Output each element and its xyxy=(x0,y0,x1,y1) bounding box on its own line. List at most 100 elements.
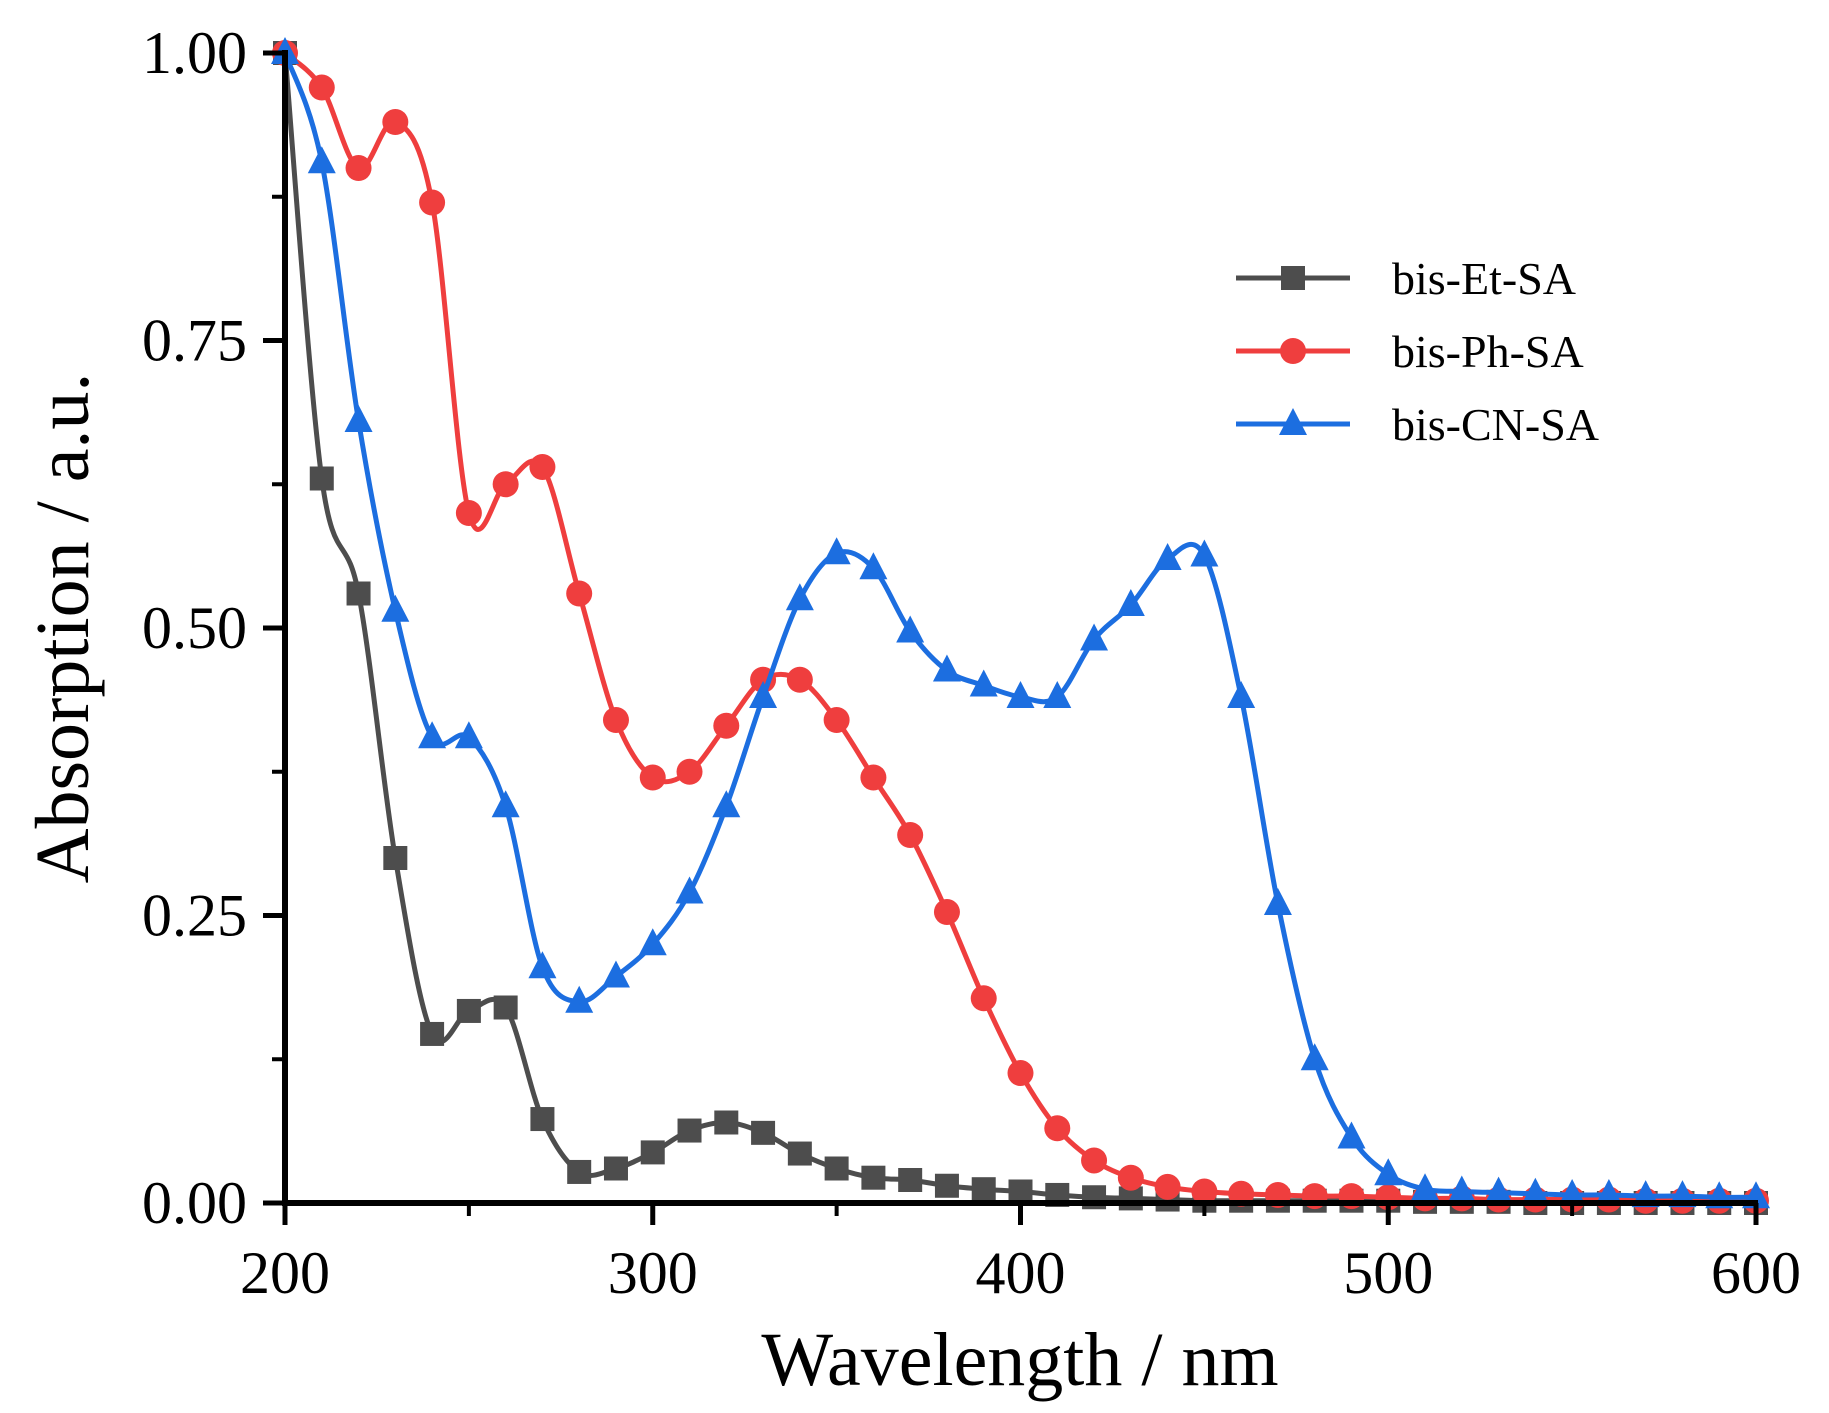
data-point xyxy=(1117,1164,1144,1191)
data-point xyxy=(1374,1158,1403,1186)
data-point xyxy=(419,189,446,216)
data-point xyxy=(714,1110,739,1135)
axes xyxy=(282,50,1758,1206)
legend-marker xyxy=(1280,338,1306,364)
data-point xyxy=(455,500,482,526)
data-point xyxy=(824,1156,849,1181)
ticks: 200 300 400 500 600 0.00 0.25 0.50 0.75 1.00 xyxy=(142,20,1801,1306)
data-point xyxy=(603,1156,628,1181)
data-point xyxy=(528,951,557,979)
data-point xyxy=(1300,1043,1329,1071)
data-point xyxy=(1043,681,1072,708)
y-tick-label: 0.25 xyxy=(142,883,247,949)
data-point xyxy=(1227,681,1256,708)
data-point xyxy=(1411,1173,1440,1201)
data-point xyxy=(1044,1115,1071,1142)
data-point xyxy=(896,615,925,643)
data-point xyxy=(1007,1060,1034,1087)
data-point xyxy=(1447,1175,1476,1203)
data-point xyxy=(1153,543,1182,570)
legend-marker xyxy=(1279,408,1307,435)
data-point xyxy=(567,1159,592,1184)
data-point xyxy=(307,146,336,174)
data-point xyxy=(1006,681,1035,708)
legend-label: bis-CN-SA xyxy=(1392,399,1599,450)
data-point xyxy=(1116,589,1145,616)
series-line xyxy=(283,51,1756,1204)
series-line xyxy=(282,52,1757,1200)
legend: bis-Et-SA bis-Ph-SA bis-CN-SA xyxy=(1236,253,1599,450)
data-point xyxy=(492,471,519,498)
data-point xyxy=(420,1021,445,1046)
data-point xyxy=(970,985,997,1012)
data-point xyxy=(1081,1147,1108,1174)
data-point xyxy=(823,707,850,733)
data-point xyxy=(675,876,704,904)
data-point xyxy=(309,466,334,491)
data-point xyxy=(308,74,335,101)
data-point xyxy=(1558,1178,1587,1206)
data-point xyxy=(383,846,408,870)
data-point xyxy=(1263,888,1292,915)
data-point xyxy=(787,1141,812,1166)
x-tick-label: 400 xyxy=(976,1240,1066,1306)
data-point xyxy=(382,109,409,135)
data-point xyxy=(493,995,518,1020)
data-point xyxy=(861,1165,886,1190)
legend-marker xyxy=(1281,266,1305,290)
data-point xyxy=(1521,1177,1550,1205)
data-point xyxy=(1191,1178,1218,1205)
data-point xyxy=(785,583,814,611)
legend-item: bis-Ph-SA xyxy=(1236,326,1584,377)
data-point xyxy=(1594,1178,1623,1206)
y-tick-label: 0.75 xyxy=(142,308,247,374)
data-point xyxy=(676,758,703,785)
data-point xyxy=(601,960,630,988)
data-point xyxy=(713,712,740,739)
x-axis-label: Wavelength / nm xyxy=(761,1318,1278,1402)
data-point xyxy=(897,822,924,848)
data-point xyxy=(933,899,960,926)
y-tick-label: 0.50 xyxy=(142,595,247,661)
y-axis-label: Absorption / a.u. xyxy=(21,373,105,884)
data-point xyxy=(932,654,961,682)
data-point xyxy=(822,537,851,565)
data-point xyxy=(969,669,998,697)
x-tick-label: 600 xyxy=(1711,1240,1801,1306)
series-line xyxy=(282,52,1756,1206)
series-bis-Et-SA xyxy=(273,41,1768,1215)
data-point xyxy=(1484,1176,1513,1204)
data-point xyxy=(530,1107,555,1132)
data-point xyxy=(860,764,887,791)
data-point xyxy=(1154,1173,1181,1200)
data-point xyxy=(345,155,372,181)
series-bis-CN-SA xyxy=(271,37,1770,1209)
data-point xyxy=(346,581,371,606)
series-layer xyxy=(271,37,1770,1215)
data-point xyxy=(529,454,556,480)
data-point xyxy=(677,1118,702,1143)
x-tick-label: 500 xyxy=(1343,1240,1433,1306)
series-bis-Ph-SA xyxy=(272,40,1769,1214)
data-point xyxy=(971,1177,996,1202)
legend-item: bis-Et-SA xyxy=(1236,253,1576,304)
data-point xyxy=(859,552,888,580)
x-tick-label: 200 xyxy=(240,1240,330,1306)
data-point xyxy=(456,998,481,1023)
legend-label: bis-Et-SA xyxy=(1392,253,1576,304)
data-point xyxy=(712,790,741,818)
data-point xyxy=(898,1168,923,1192)
data-point xyxy=(454,721,483,749)
data-point xyxy=(566,580,593,607)
data-point xyxy=(786,666,813,693)
data-point xyxy=(491,790,520,818)
data-point xyxy=(749,681,778,708)
data-point xyxy=(1337,1121,1366,1149)
data-point xyxy=(602,707,629,733)
x-tick-label: 300 xyxy=(608,1240,698,1306)
y-tick-label: 1.00 xyxy=(142,20,247,86)
data-point xyxy=(381,594,410,622)
data-point xyxy=(1080,623,1109,651)
data-point xyxy=(934,1173,959,1198)
